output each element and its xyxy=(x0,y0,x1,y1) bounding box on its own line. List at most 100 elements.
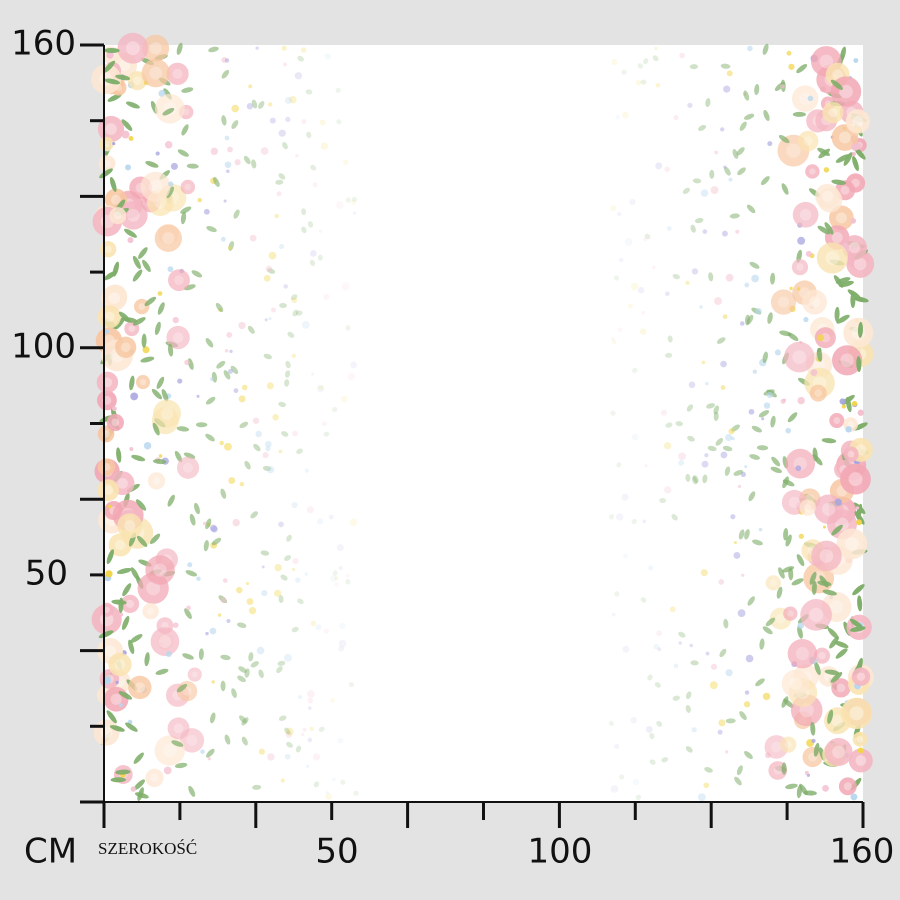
blossom xyxy=(699,304,703,309)
blossom xyxy=(103,676,112,685)
blossom xyxy=(272,414,279,421)
leaf xyxy=(690,224,696,233)
blossom xyxy=(118,703,123,707)
leaf xyxy=(785,534,792,547)
blossom xyxy=(617,327,623,333)
blossom xyxy=(323,628,329,634)
leaf xyxy=(157,302,165,315)
ruler-label: 160 xyxy=(830,832,895,872)
blossom xyxy=(785,427,791,434)
leaf xyxy=(707,445,717,452)
bloom-center xyxy=(843,782,852,791)
blossom xyxy=(285,116,291,123)
bloom-center xyxy=(146,607,155,615)
blossom xyxy=(291,501,298,509)
blossom xyxy=(817,334,824,342)
blossom xyxy=(789,286,793,291)
blossom xyxy=(263,274,271,282)
leaf xyxy=(277,660,286,666)
bloom-center xyxy=(117,477,128,489)
blossom xyxy=(610,785,619,793)
leaf xyxy=(799,783,808,796)
blossom xyxy=(822,525,827,529)
bloom-center xyxy=(125,41,140,56)
blossom xyxy=(291,297,298,304)
leaf xyxy=(128,639,135,655)
bloom-center xyxy=(183,462,194,473)
blossom xyxy=(726,70,733,77)
blossom xyxy=(205,631,209,636)
leaf xyxy=(151,388,162,400)
leaf xyxy=(834,306,840,322)
blossom xyxy=(639,328,647,335)
bloom xyxy=(97,425,115,443)
leaf xyxy=(276,666,283,674)
blossom xyxy=(224,442,232,451)
ruler xyxy=(80,43,865,828)
leaf xyxy=(856,356,862,372)
blossom xyxy=(851,400,858,407)
blossom xyxy=(766,391,773,398)
blossom xyxy=(129,446,134,451)
blossom xyxy=(763,402,771,409)
leaf xyxy=(739,711,747,721)
blossom xyxy=(278,129,286,137)
blossom xyxy=(654,46,658,50)
blossom xyxy=(762,692,771,701)
leaf xyxy=(253,443,261,452)
leaf xyxy=(824,222,834,235)
leaf xyxy=(838,280,854,288)
leaf xyxy=(715,438,724,446)
blossom xyxy=(125,164,132,171)
leaf xyxy=(301,226,307,234)
bloom xyxy=(836,528,868,560)
leaf xyxy=(814,661,821,676)
leaf xyxy=(138,247,148,259)
leaf xyxy=(291,626,299,633)
bloom xyxy=(770,289,797,315)
bloom-center xyxy=(829,600,844,614)
blossom xyxy=(720,360,727,368)
blossom xyxy=(669,606,676,613)
blossom xyxy=(724,750,729,754)
leaf xyxy=(822,589,837,596)
blossom xyxy=(210,377,214,381)
bloom xyxy=(791,85,819,112)
blossom xyxy=(223,199,227,203)
leaf xyxy=(791,578,804,586)
leaf xyxy=(233,209,240,219)
bloom xyxy=(109,207,127,225)
bloom-center xyxy=(152,476,161,485)
blossom xyxy=(209,524,217,532)
leaf xyxy=(635,794,641,801)
leaf xyxy=(205,433,215,442)
blossom xyxy=(758,527,763,532)
leaf xyxy=(134,792,149,799)
blossom xyxy=(143,442,152,450)
bloom xyxy=(809,384,827,402)
leaf xyxy=(729,213,740,219)
blossom xyxy=(343,159,349,166)
blossom xyxy=(745,654,754,663)
leaf xyxy=(631,518,637,525)
leaf xyxy=(755,678,765,687)
leaf xyxy=(724,166,731,176)
blossom xyxy=(261,565,265,569)
blossom xyxy=(714,150,719,155)
blossom xyxy=(207,757,211,761)
bloom-center xyxy=(110,194,121,205)
blossom xyxy=(678,459,685,466)
bloom xyxy=(814,647,831,664)
bloom-center xyxy=(795,647,809,661)
leaf xyxy=(177,149,189,157)
leaf xyxy=(734,776,742,786)
unit-label: CM xyxy=(24,832,77,872)
leaf xyxy=(251,99,258,109)
leaf xyxy=(694,217,704,224)
leaf xyxy=(295,310,303,316)
blossom xyxy=(312,753,320,761)
bloom xyxy=(845,109,871,134)
blossom xyxy=(246,103,254,110)
bloom xyxy=(180,179,196,195)
blossom xyxy=(631,433,639,441)
